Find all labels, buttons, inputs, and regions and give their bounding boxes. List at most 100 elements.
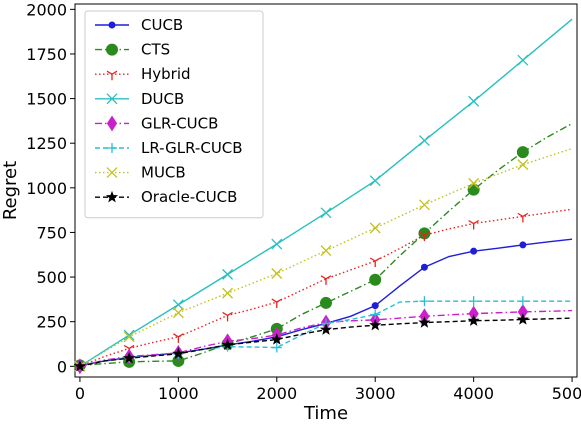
y-tick-label: 1500 [26,90,67,109]
legend-item: DUCB [95,90,184,108]
data-point [468,296,479,307]
data-point [73,359,86,372]
legend-marker [108,21,116,29]
data-point [516,313,529,325]
legend-item: Oracle-CUCB [95,188,237,206]
data-point [470,247,478,255]
data-point [467,314,480,326]
data-point [222,311,233,322]
data-point [467,183,480,196]
y-tick-label: 2000 [26,0,67,19]
legend-marker [106,115,118,132]
data-point [271,268,283,279]
data-point [172,299,184,311]
data-point [172,347,185,359]
data-point [369,318,382,331]
legend-item: Hybrid [95,65,191,83]
data-point [371,302,379,310]
data-point [517,296,528,307]
data-point [419,296,430,307]
plot-frame [74,3,578,378]
data-point [519,241,527,249]
y-axis-label: Regret [0,161,21,220]
data-point [468,177,480,189]
data-point [222,287,234,299]
series-line [79,208,573,367]
data-point [319,323,333,335]
legend: CUCB CTS Hybrid DUCB GLR-CUCB LR-GLR-CUCB MUCB… [84,10,264,219]
legend-marker [107,143,117,153]
legend-item: MUCB [95,164,186,182]
series-hybrid [74,208,573,373]
data-point [369,175,381,187]
legend-marker [106,93,118,105]
data-point [517,54,529,66]
data-point [418,199,430,211]
data-point [172,307,184,319]
y-tick-label: 500 [36,268,67,287]
legend-item: CUCB [95,16,183,34]
legend-marker [106,70,118,81]
data-point [468,219,479,230]
data-point [320,296,332,309]
series-glr-cucb [74,303,573,375]
data-point [221,338,234,351]
legend-label: MUCB [141,164,186,182]
data-point [320,275,332,285]
legend-label: DUCB [141,90,184,108]
y-tick-label: 1750 [26,45,67,64]
data-point [271,298,283,309]
legend-item: LR-GLR-CUCB [95,139,243,157]
legend-label: LR-GLR-CUCB [141,139,243,157]
data-point [418,316,431,328]
data-point [173,333,184,343]
series-oracle-cucb [73,313,573,372]
legend-label: Hybrid [141,65,191,83]
x-tick-label: 1000 [158,384,199,403]
data-point [419,231,430,242]
legend-label: CUCB [141,16,183,34]
data-point [271,342,282,353]
y-tick-label: 250 [36,313,67,332]
data-point [123,329,135,341]
data-point [123,331,135,343]
x-tick-label: 2000 [256,384,297,403]
x-tick-label: 4000 [453,384,494,403]
data-point [517,212,529,223]
legend-marker [106,167,118,179]
legend-label: CTS [141,41,170,59]
data-point [270,333,283,345]
data-point [369,222,381,234]
legend-marker [105,190,119,203]
legend-item: GLR-CUCB [95,114,218,132]
data-point [468,95,480,107]
y-tick-label: 1250 [26,134,67,153]
y-tick-label: 750 [36,223,67,242]
series-mucb [74,147,573,372]
data-point [320,245,332,257]
data-point [369,257,381,267]
data-point [517,159,529,171]
legend-box [84,10,264,219]
legend-item: CTS [95,41,170,59]
data-point [369,273,382,286]
data-point [271,238,283,250]
data-point [320,207,332,219]
data-point [516,146,529,159]
x-tick-label: 3000 [355,384,396,403]
legend-marker [106,43,118,56]
data-point [123,351,136,364]
data-point [420,263,428,271]
data-point [370,309,381,320]
legend-label: GLR-CUCB [141,114,218,132]
x-tick-label: 0 [75,384,85,403]
data-point [222,268,234,280]
y-tick-label: 1000 [26,179,67,198]
y-tick-label: 0 [57,357,67,376]
x-axis-label: Time [303,403,348,424]
data-point [418,135,430,146]
legend-label: Oracle-CUCB [141,188,237,206]
